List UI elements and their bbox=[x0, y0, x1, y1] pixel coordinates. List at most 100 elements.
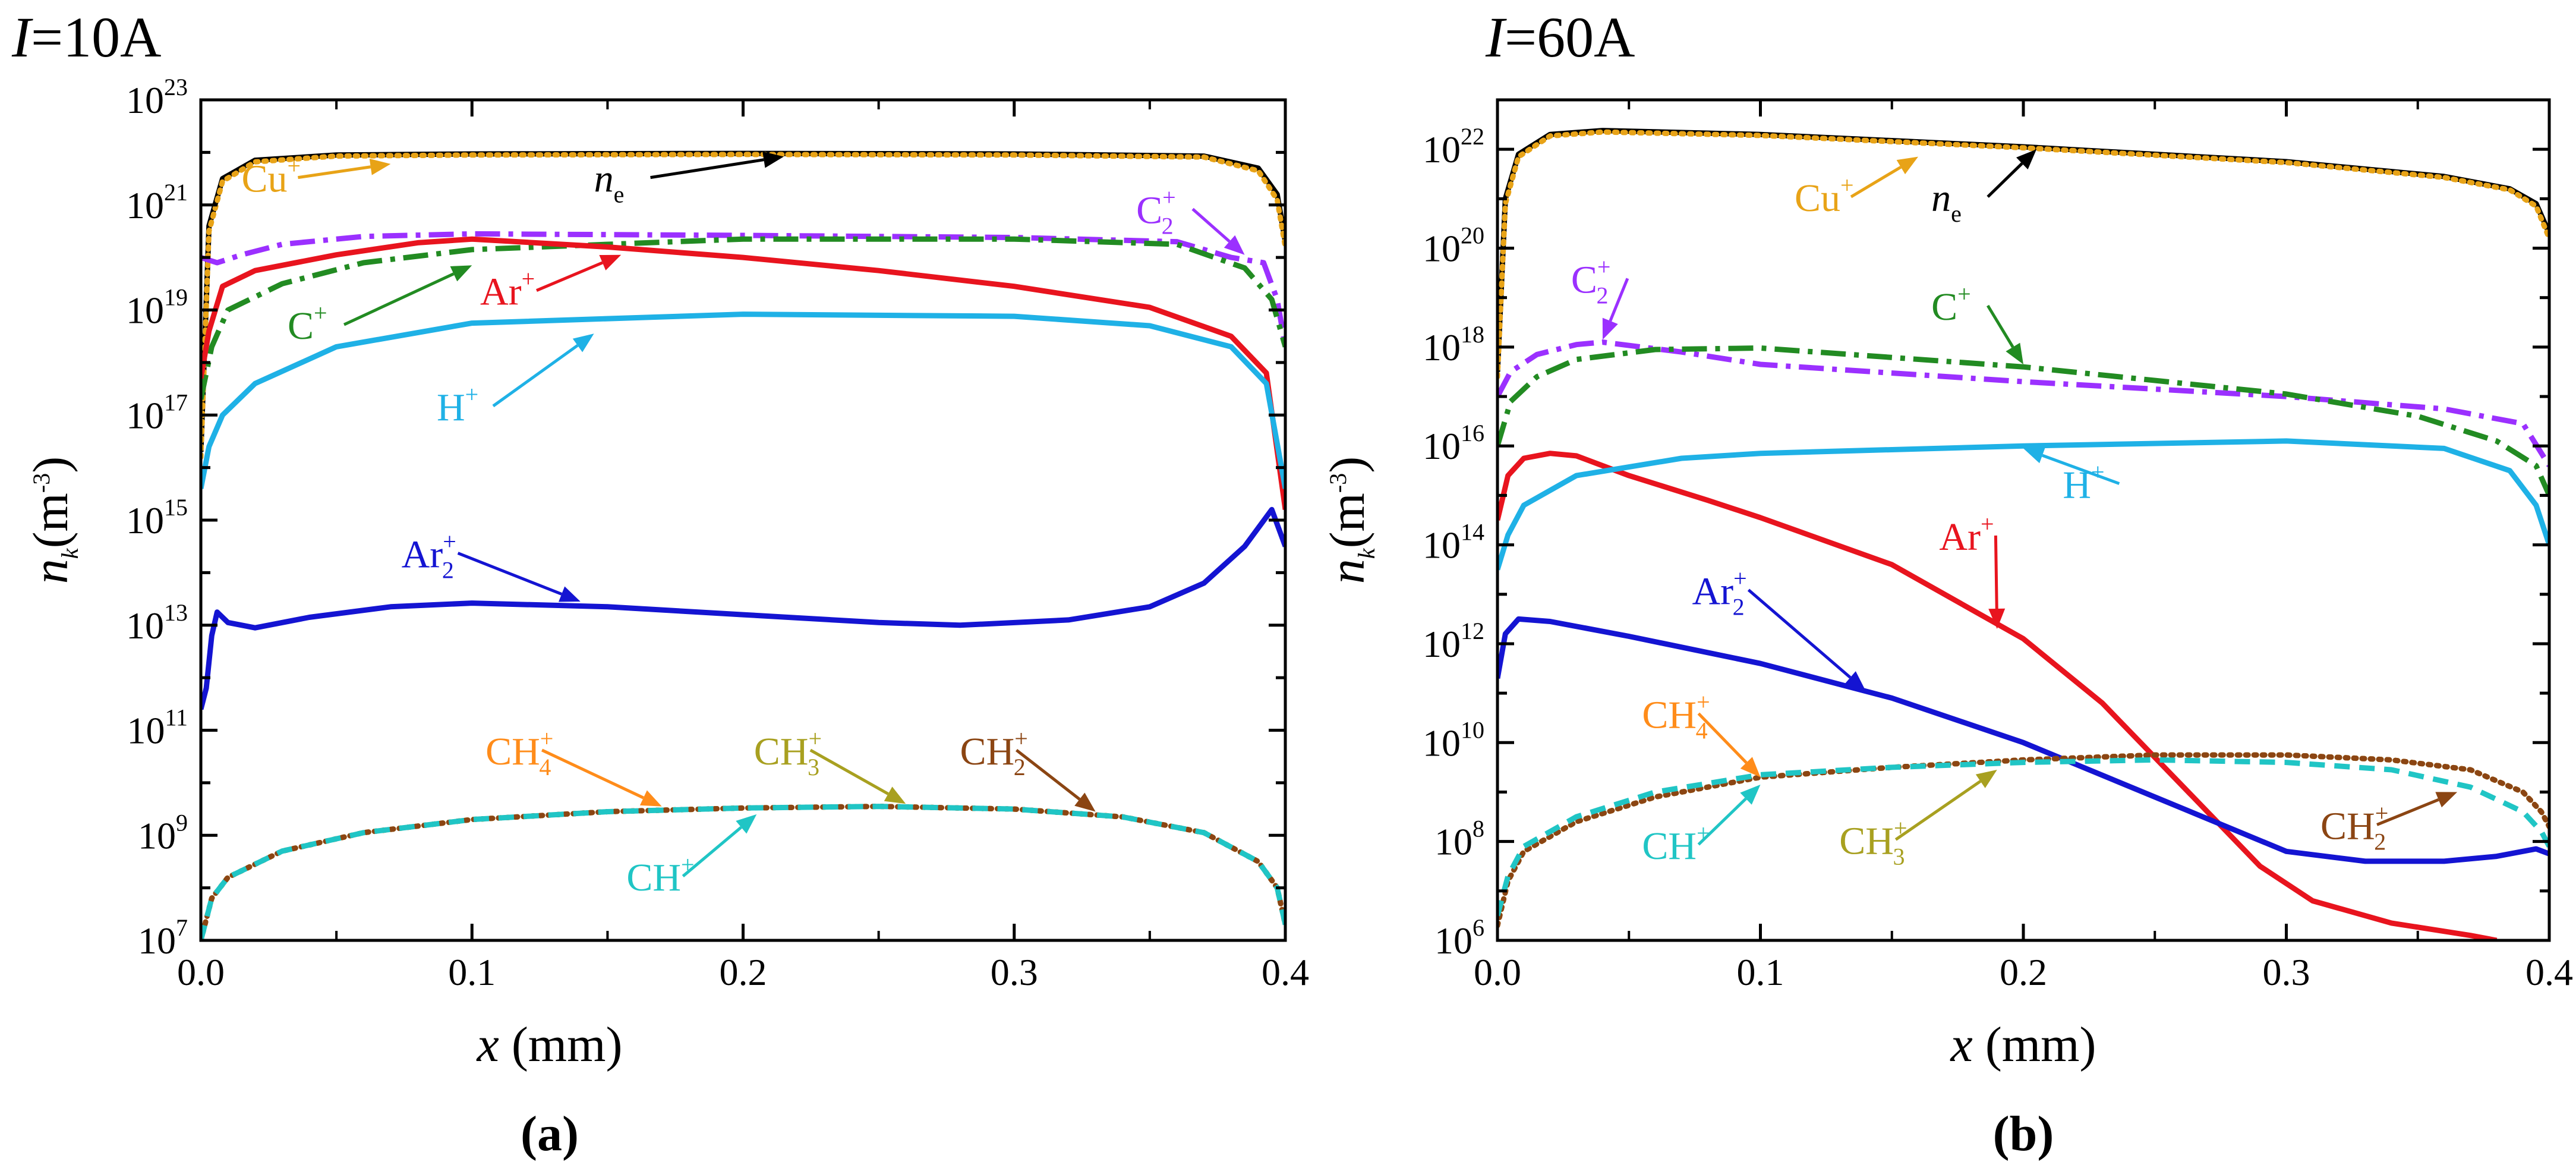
panel-a-ytick-label: 109 bbox=[138, 809, 188, 857]
panel-b-xlabel: x (mm) bbox=[1950, 1017, 2096, 1072]
panel-b-annotation-ar2-plus: Ar+ 2 bbox=[1692, 565, 1866, 691]
panel-b-ytick-label: 1010 bbox=[1423, 716, 1484, 764]
panel-b-annotation-arrow-line bbox=[1697, 797, 1747, 846]
panel-a-annotation-h-plus: H+ bbox=[437, 333, 594, 429]
panel-b-annotation-label: CH+ 2 bbox=[2320, 799, 2388, 855]
panel-a-annotation-arrow-head bbox=[572, 333, 594, 352]
panel-b-annotation-label: CH+ bbox=[1642, 820, 1710, 868]
panel-a-annotation-ar-plus: Ar+ bbox=[480, 254, 622, 314]
panel-b-annotation-h-plus: H+ bbox=[2023, 447, 2120, 507]
panel-a-annotation-label: CH+ 3 bbox=[754, 725, 822, 780]
panel-b-caption: (b) bbox=[1993, 1106, 2054, 1161]
panel-a-annotation-label: H+ bbox=[437, 381, 478, 429]
panel-b-annotation-arrow-line bbox=[1609, 278, 1629, 322]
panel-b-annotation-label: CH+ 3 bbox=[1839, 814, 1907, 870]
panel-b-xtick-label: 0.0 bbox=[1474, 951, 1521, 993]
panel-b-series-h-plus bbox=[1497, 438, 2549, 571]
panel-a-series-c2-plus bbox=[201, 231, 1285, 348]
panel-a-xlabel-unit: (mm) bbox=[499, 1017, 623, 1072]
panel-a-annotation-arrow-head bbox=[1074, 792, 1096, 812]
panel-a-annotation-arrow-line bbox=[1191, 207, 1231, 243]
panel-b-annotation-arrow-line bbox=[2376, 798, 2439, 826]
panel-a-annotation-cu-plus: Cu+ bbox=[241, 153, 391, 201]
panel-a-annotation-arrow-line bbox=[650, 158, 764, 180]
panel-a-series-ar2-plus bbox=[201, 506, 1285, 710]
panel-a-annotation-arrow-line bbox=[1015, 748, 1081, 801]
panel-b-series-ar2-plus bbox=[1497, 616, 2549, 864]
panel-a-plot: 0.0 0.1 0.2 0.3 0.4 107 109 1011 1013 1015 1017 101… bbox=[23, 74, 1309, 993]
panel-b-annotation-arrow-line bbox=[1747, 588, 1852, 679]
panel-b-annotation-label: C+ 2 bbox=[1571, 253, 1611, 309]
panel-a: I=10A 0.0 0.1 0.2 0.3 0.4 107 109 1011 1013 1015 1… bbox=[11, 5, 1309, 1161]
panel-a-xtick-label: 0.4 bbox=[1262, 951, 1309, 993]
panel-b-ytick-label: 1018 bbox=[1423, 321, 1484, 369]
panel-a-series-cu-plus bbox=[201, 152, 1285, 460]
panel-b-ylabel: nk(m-3) bbox=[1320, 457, 1380, 584]
panel-a-annotation-c-plus: C+ bbox=[288, 265, 472, 348]
panel-a-annotation-arrow-head bbox=[450, 265, 472, 282]
panel-b-annotation-cu-plus: Cu+ bbox=[1795, 156, 1918, 220]
panel-a-annotation-label: Ar+ 2 bbox=[402, 528, 456, 584]
panel-b-xtick-label: 0.1 bbox=[1737, 951, 1784, 993]
panel-a-annotation-ch4-plus: CH+ 4 bbox=[485, 725, 662, 807]
panel-a-annotation-label: Cu+ bbox=[241, 153, 301, 201]
panel-b-annotation-arrow-head bbox=[2006, 342, 2023, 364]
panel-a-annotation-arrow-line bbox=[343, 272, 455, 326]
panel-a-annotation-label: C+ 2 bbox=[1136, 184, 1176, 240]
panel-a-ytick-label: 107 bbox=[138, 914, 188, 962]
panel-b-ytick-label: 1012 bbox=[1423, 618, 1484, 665]
panel-b-annotation-arrow-line bbox=[1894, 780, 1982, 841]
panel-a-annotation-ne: ne bbox=[594, 151, 784, 208]
panel-a-series-ar-plus bbox=[201, 236, 1285, 510]
panel-a-annotation-label: Ar+ bbox=[480, 266, 535, 314]
panel-b-title: I=60A bbox=[1485, 5, 1635, 69]
panel-b-annotation-arrow-head bbox=[1988, 608, 2006, 629]
panel-b-series-group bbox=[1497, 128, 2549, 940]
panel-b-xtick-label: 0.2 bbox=[2000, 951, 2047, 993]
panel-a-xlabel: x (mm) bbox=[476, 1017, 623, 1072]
panel-a-annotation-label: CH+ bbox=[626, 851, 694, 899]
panel-b-xlabel-unit: (mm) bbox=[1973, 1017, 2096, 1072]
panel-b-annotation-arrow-head bbox=[1602, 317, 1618, 340]
panel-b-ytick-label: 108 bbox=[1434, 816, 1484, 863]
panel-b-series-cu-plus bbox=[1497, 129, 2549, 380]
panel-a-annotation-label: C+ bbox=[288, 300, 327, 348]
panel-a-ytick-label: 1013 bbox=[126, 599, 188, 647]
panel-a-annotation-c2-plus: C+ 2 bbox=[1136, 184, 1245, 255]
panel-b-series-c2-plus bbox=[1497, 339, 2549, 467]
panel-b-annotation-c-plus: C+ bbox=[1931, 281, 2023, 364]
panel-b-annotation-arrow-head bbox=[2016, 149, 2037, 169]
panel-a-xtick-label: 0.3 bbox=[991, 951, 1038, 993]
panel-a-annotation-ch-plus: CH+ bbox=[626, 814, 757, 899]
panel-b-annotation-arrow-head bbox=[2023, 447, 2045, 464]
panel-a-caption: (a) bbox=[521, 1106, 579, 1161]
panel-b-annotation-arrow-head bbox=[1740, 757, 1761, 777]
panel-b-ytick-label: 1020 bbox=[1423, 222, 1484, 270]
panel-a-annotation-ch3-plus: CH+ 3 bbox=[754, 725, 906, 804]
panel-a-ytick-label: 1017 bbox=[126, 389, 188, 436]
panel-a-annotation-ch2-plus: CH+ 2 bbox=[960, 725, 1096, 812]
panel-b-annotation-arrow-head bbox=[2435, 792, 2458, 808]
panel-a-series-h-plus bbox=[201, 311, 1285, 489]
panel-b-annotation-label: Ar+ bbox=[1939, 511, 1994, 559]
panel-a-annotation-arrow-head bbox=[369, 158, 391, 175]
panel-b-title-rest: =60A bbox=[1505, 5, 1635, 69]
panel-b-ytick-label: 1014 bbox=[1423, 519, 1484, 566]
panel-b: I=60A 0.0 0.1 0.2 0.3 0.4 106 108 1010 1012 1014 1… bbox=[1320, 5, 2573, 1161]
panel-a-ytick-label: 1019 bbox=[126, 284, 188, 332]
panel-b-annotation-arrow-line bbox=[1987, 162, 2023, 198]
panel-a-annotation-arrow-line bbox=[535, 261, 603, 292]
panel-b-series-ar-plus bbox=[1497, 451, 2498, 940]
panel-b-annotation-label: C+ bbox=[1931, 281, 1971, 329]
panel-b-series-ch-plus bbox=[1497, 757, 2549, 917]
panel-a-annotation-arrow-head bbox=[762, 151, 784, 168]
panel-a-title-var: I bbox=[11, 5, 33, 69]
panel-a-annotation-arrow-line bbox=[298, 165, 371, 180]
panel-b-annotation-arrow-line bbox=[1986, 304, 2014, 348]
panel-a-annotation-label: CH+ 4 bbox=[485, 725, 553, 780]
panel-b-ytick-label: 106 bbox=[1434, 914, 1484, 962]
panel-b-annotation-arrow-head bbox=[1844, 671, 1866, 691]
panel-b-xtick-label: 0.3 bbox=[2263, 951, 2310, 993]
panel-b-annotation-arrow-line bbox=[2042, 454, 2120, 485]
panel-a-annotation-arrow-line bbox=[541, 748, 644, 799]
